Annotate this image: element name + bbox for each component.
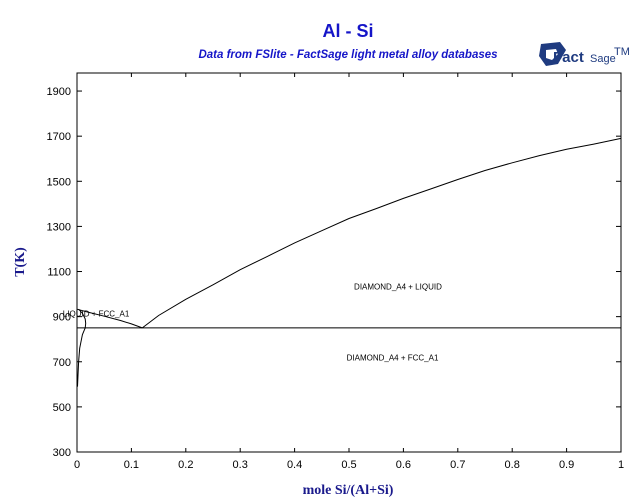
- y-tick-label: 1500: [47, 176, 71, 188]
- x-tick-label: 0.8: [505, 459, 520, 471]
- x-tick-label: 0: [74, 459, 80, 471]
- phase-boundary-line: [141, 137, 622, 329]
- phase-region-labels: DIAMOND_A4 + LIQUID LIQUID + FCC_A1 DIAMON…: [63, 283, 442, 363]
- phase-boundaries: [76, 137, 622, 387]
- x-tick-label: 0.6: [396, 459, 411, 471]
- factsage-logo-icon: Fact Sage TM: [539, 42, 630, 66]
- phase-region-label: DIAMOND_A4 + FCC_A1: [347, 354, 439, 363]
- x-tick-label: 0.9: [559, 459, 574, 471]
- x-tick-label: 0.4: [287, 459, 302, 471]
- x-tick-label: 0.2: [178, 459, 193, 471]
- phase-region-label: DIAMOND_A4 + LIQUID: [354, 283, 442, 292]
- y-axis-label: T(K): [13, 247, 28, 277]
- phase-boundary-line: [78, 308, 87, 328]
- y-tick-label: 1300: [47, 221, 71, 233]
- y-tick-label: 1900: [47, 86, 71, 98]
- x-tick-label: 0.7: [450, 459, 465, 471]
- logo-mark: TM: [614, 46, 630, 58]
- plot-frame: [76, 72, 622, 453]
- chart-subtitle: Data from FSlite - FactSage light metal …: [198, 49, 497, 61]
- logo-word-main: Fact: [553, 49, 584, 66]
- x-tick-label: 1: [618, 459, 624, 471]
- logo-word-sub: Sage: [590, 53, 616, 65]
- y-tick-label: 300: [53, 447, 71, 459]
- phase-boundary-line: [77, 327, 86, 387]
- x-tick-label: 0.3: [233, 459, 248, 471]
- phase-boundary-line: [76, 308, 143, 329]
- x-axis-label: mole Si/(Al+Si): [303, 483, 394, 498]
- x-axis-ticks: 0 0.1 0.2 0.3 0.4 0.5 0.6 0.7 0.8 0.9 1: [74, 73, 624, 471]
- y-tick-label: 500: [53, 402, 71, 414]
- y-tick-label: 1100: [47, 267, 71, 279]
- y-tick-label: 700: [53, 357, 71, 369]
- chart-title: Al - Si: [322, 21, 373, 41]
- phase-region-label: LIQUID + FCC_A1: [63, 310, 130, 319]
- x-tick-label: 0.5: [341, 459, 356, 471]
- y-tick-label: 900: [53, 312, 71, 324]
- y-axis-ticks: 300 500 700 900 1100 1300 1500 1700 1900: [47, 86, 621, 459]
- x-tick-label: 0.1: [124, 459, 139, 471]
- y-tick-label: 1700: [47, 131, 71, 143]
